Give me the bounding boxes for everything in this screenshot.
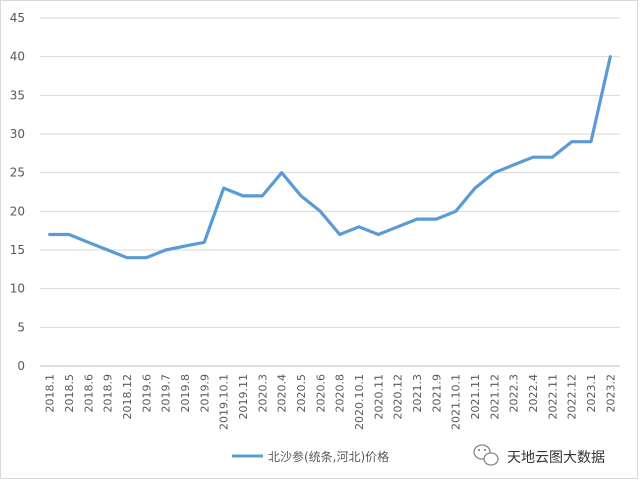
data-point <box>608 55 612 59</box>
x-tick-label: 2022.4 <box>527 374 540 413</box>
x-tick-label: 2021.10.1 <box>450 374 463 430</box>
x-tick-label: 2021.12 <box>488 374 501 420</box>
x-tick-label: 2018.1 <box>44 374 57 413</box>
x-tick-label: 2020.6 <box>314 374 327 413</box>
data-point <box>434 217 438 221</box>
y-tick-label: 35 <box>10 88 25 102</box>
legend-label: 北沙参(统条,河北)价格 <box>268 449 389 464</box>
data-point <box>376 233 380 237</box>
data-point <box>570 140 574 144</box>
data-point <box>67 233 71 237</box>
data-point <box>512 163 516 167</box>
x-tick-label: 2019.8 <box>179 374 192 413</box>
x-tick-label: 2018.5 <box>63 374 76 413</box>
data-point <box>164 248 168 252</box>
x-tick-label: 2020.12 <box>392 374 405 420</box>
y-tick-label: 15 <box>10 243 25 257</box>
x-tick-label: 2018.6 <box>82 374 95 413</box>
x-tick-label: 2020.8 <box>334 374 347 413</box>
data-point <box>396 225 400 229</box>
data-point <box>48 233 52 237</box>
watermark: 天地云图大数据 <box>473 444 605 466</box>
y-tick-label: 0 <box>17 359 25 373</box>
data-point <box>86 240 90 244</box>
x-tick-label: 2019.9 <box>198 374 211 413</box>
data-point <box>202 240 206 244</box>
y-tick-label: 25 <box>10 166 25 180</box>
x-tick-label: 2022.12 <box>566 374 579 420</box>
x-tick-label: 2020.11 <box>372 374 385 420</box>
data-point <box>357 225 361 229</box>
legend: 北沙参(统条,河北)价格 <box>232 449 389 464</box>
x-tick-label: 2020.3 <box>256 374 269 413</box>
data-point <box>473 186 477 190</box>
x-tick-label: 2020.4 <box>276 374 289 413</box>
y-tick-label: 5 <box>17 320 25 334</box>
x-tick-label: 2020.10.1 <box>353 374 366 430</box>
wechat-icon <box>473 444 499 466</box>
x-tick-label: 2020.5 <box>295 374 308 413</box>
x-tick-label: 2019.7 <box>160 374 173 413</box>
data-point <box>299 194 303 198</box>
x-axis: 2018.1 2018.5 2018.6 2018.9 2018.12 2019.6 201… <box>44 374 618 430</box>
x-tick-label: 2023.1 <box>585 374 598 413</box>
x-tick-label: 2021.9 <box>430 374 443 413</box>
data-point <box>280 171 284 175</box>
y-tick-label: 45 <box>10 11 25 25</box>
gridlines <box>40 17 620 367</box>
data-point <box>144 256 148 260</box>
plot-area <box>48 55 612 260</box>
x-tick-label: 2021.11 <box>469 374 482 420</box>
data-point <box>550 155 554 159</box>
x-tick-label: 2023.2 <box>604 374 617 413</box>
watermark-text: 天地云图大数据 <box>507 450 605 466</box>
y-axis: 0 5 10 15 20 25 30 35 40 45 <box>10 11 25 373</box>
series-line <box>48 55 612 260</box>
data-point <box>260 194 264 198</box>
data-point <box>338 233 342 237</box>
x-tick-label: 2018.9 <box>102 374 115 413</box>
data-point <box>125 256 129 260</box>
y-tick-label: 40 <box>10 50 25 64</box>
data-point <box>106 248 110 252</box>
x-tick-label: 2019.6 <box>140 374 153 413</box>
data-point <box>454 209 458 213</box>
x-tick-label: 2019.10.1 <box>218 374 231 430</box>
x-tick-label: 2018.12 <box>121 374 134 420</box>
data-point <box>492 171 496 175</box>
x-tick-label: 2022.3 <box>508 374 521 413</box>
data-point <box>415 217 419 221</box>
x-tick-label: 2019.11 <box>237 374 250 420</box>
y-tick-label: 10 <box>10 282 25 296</box>
x-tick-label: 2022.11 <box>546 374 559 420</box>
data-point <box>222 186 226 190</box>
data-point <box>241 194 245 198</box>
data-point <box>183 244 187 248</box>
data-point <box>318 209 322 213</box>
x-tick-label: 2021.3 <box>411 374 424 413</box>
data-point <box>531 155 535 159</box>
y-tick-label: 20 <box>10 204 25 218</box>
y-tick-label: 30 <box>10 127 25 141</box>
data-point <box>589 140 593 144</box>
